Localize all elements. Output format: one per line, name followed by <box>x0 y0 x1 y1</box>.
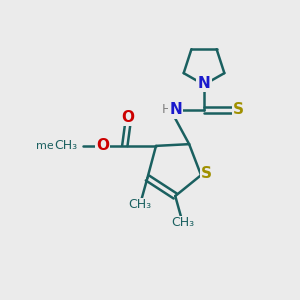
Text: N: N <box>169 103 182 118</box>
Text: CH₃: CH₃ <box>171 216 194 229</box>
Text: methyl: methyl <box>36 141 75 151</box>
Text: O: O <box>122 110 135 124</box>
Text: H: H <box>162 103 171 116</box>
Text: S: S <box>201 166 212 181</box>
Text: S: S <box>233 103 244 118</box>
Text: CH₃: CH₃ <box>54 140 77 152</box>
Text: CH₃: CH₃ <box>128 198 152 211</box>
Text: N: N <box>198 76 210 91</box>
Text: O: O <box>96 138 109 153</box>
